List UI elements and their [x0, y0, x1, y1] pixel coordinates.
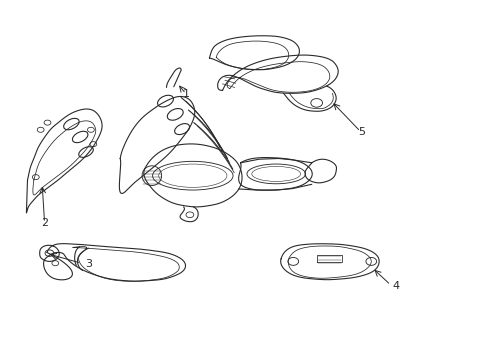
- Text: 4: 4: [391, 281, 398, 291]
- Text: 3: 3: [85, 259, 92, 269]
- Text: 5: 5: [357, 127, 364, 136]
- Text: 2: 2: [41, 218, 48, 228]
- Text: 1: 1: [182, 89, 189, 99]
